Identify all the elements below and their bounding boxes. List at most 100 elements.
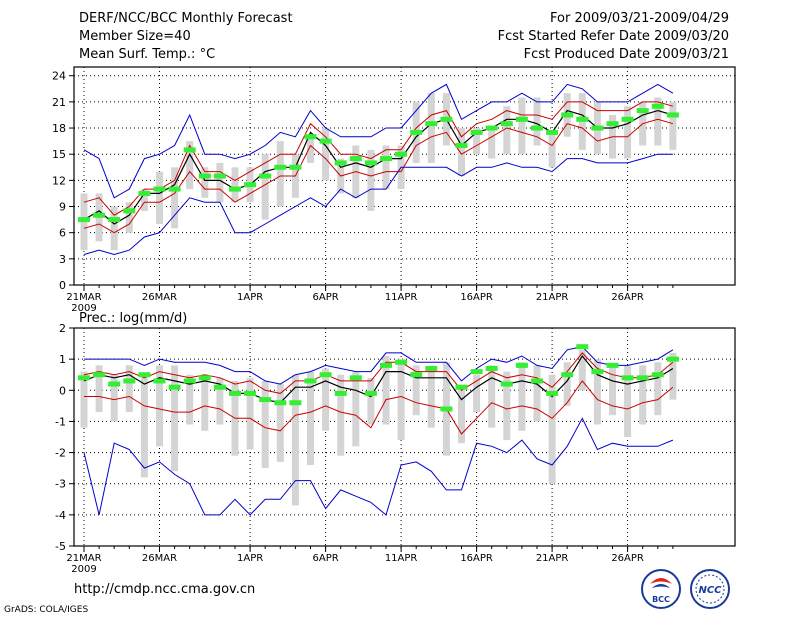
- observed-value-mark: [108, 381, 121, 387]
- observed-value-mark: [531, 378, 543, 384]
- y-tick-label: 9: [59, 201, 66, 214]
- observed-value-mark: [561, 372, 574, 378]
- observed-value-mark: [213, 384, 226, 390]
- ensemble-spread-box: [201, 167, 209, 198]
- observed-value-mark: [515, 116, 528, 122]
- ensemble-spread-box: [427, 368, 435, 428]
- x-tick-label: 26APR: [611, 553, 644, 564]
- observed-value-mark: [259, 173, 272, 179]
- variable-label: Mean Surf. Temp.: °C: [79, 47, 216, 62]
- observed-value-mark: [138, 190, 151, 196]
- y-tick-label: -5: [55, 540, 66, 553]
- observed-value-mark: [349, 156, 362, 162]
- observed-value-mark: [93, 212, 106, 218]
- x-tick-label: 21APR: [536, 292, 569, 303]
- ensemble-spread-box: [171, 167, 179, 229]
- observed-value-mark: [78, 375, 90, 381]
- observed-value-mark: [546, 129, 559, 135]
- plot-frame: [73, 327, 736, 547]
- observed-value-mark: [395, 359, 408, 365]
- ensemble-spread-box: [171, 365, 179, 472]
- observed-value-mark: [606, 121, 619, 127]
- ensemble-spread-box: [654, 362, 662, 416]
- observed-value-mark: [651, 103, 664, 109]
- ensemble-spread-box: [337, 374, 345, 456]
- upper-spread-line: [83, 101, 674, 216]
- observed-value-mark: [425, 121, 438, 127]
- ensemble-spread-box: [458, 128, 465, 176]
- x-tick-label: 21MAR: [66, 553, 101, 564]
- year-label: 2009: [71, 564, 96, 575]
- observed-value-mark: [319, 372, 332, 378]
- ensemble-spread-box: [246, 377, 254, 450]
- observed-value-mark: [546, 390, 559, 396]
- ensemble-spread-box: [518, 362, 526, 431]
- ensemble-spread-box: [110, 206, 118, 251]
- observed-value-mark: [304, 378, 317, 384]
- plot-frame: [73, 66, 736, 286]
- forecast-produced-date: Fcst Produced Date 2009/03/21: [523, 47, 729, 62]
- ensemble-spread-box: [427, 93, 435, 163]
- observed-value-mark: [274, 400, 287, 406]
- ensemble-spread-box: [352, 371, 360, 447]
- observed-value-mark: [531, 125, 543, 131]
- ensemble-spread-box: [276, 141, 284, 207]
- forecast-period: For 2009/03/21-2009/04/29: [550, 11, 729, 26]
- x-tick-label: 21APR: [536, 553, 569, 564]
- y-tick-label: 0: [59, 384, 66, 397]
- ensemble-spread-box: [382, 356, 390, 425]
- bcc-logo-text: BCC: [652, 595, 670, 604]
- y-tick-label: 1: [59, 353, 66, 366]
- observed-value-mark: [334, 160, 347, 166]
- x-tick-label: 11APR: [385, 553, 418, 564]
- observed-value-mark: [168, 186, 181, 192]
- observed-value-mark: [621, 116, 634, 122]
- ensemble-spread-box: [533, 365, 541, 422]
- grads-credit: GrADS: COLA/IGES: [4, 605, 89, 615]
- observed-value-mark: [123, 208, 136, 214]
- observed-value-mark: [515, 362, 528, 368]
- observed-value-mark: [455, 384, 468, 390]
- lower-spread-line: [84, 380, 674, 435]
- observed-value-mark: [198, 375, 211, 381]
- observed-value-mark: [395, 151, 408, 157]
- x-tick-label: 11APR: [385, 292, 418, 303]
- ensemble-spread-box: [322, 128, 330, 181]
- observed-value-mark: [244, 390, 257, 396]
- observed-value-mark: [229, 186, 241, 192]
- x-tick-label: 16APR: [460, 292, 493, 303]
- ensemble-spread-box: [563, 362, 571, 406]
- observed-value-mark: [666, 112, 679, 118]
- x-tick-label: 26MAR: [142, 553, 177, 564]
- observed-value-mark: [229, 390, 241, 396]
- observed-value-mark: [621, 375, 634, 381]
- ensemble-spread-box: [261, 380, 269, 469]
- ensemble-spread-box: [276, 384, 284, 462]
- observed-value-mark: [138, 372, 151, 378]
- y-tick-label: 21: [52, 96, 66, 109]
- ncc-logo-text: NCC: [698, 585, 722, 596]
- y-tick-label: -4: [55, 509, 66, 522]
- ensemble-spread-box: [458, 387, 465, 444]
- observed-value-mark: [485, 365, 498, 371]
- observed-value-mark: [470, 129, 483, 135]
- ensemble-spread-box: [488, 365, 496, 428]
- ensemble-max-line: [84, 346, 674, 385]
- observed-value-mark: [289, 400, 302, 406]
- x-tick-label: 26MAR: [142, 292, 177, 303]
- y-tick-label: -2: [55, 447, 66, 460]
- observed-value-mark: [440, 116, 453, 122]
- ensemble-spread-box: [593, 359, 601, 425]
- member-size-label: Member Size=40: [79, 29, 191, 44]
- y-tick-label: 2: [59, 322, 66, 335]
- ensemble-spread-box: [216, 162, 224, 203]
- observed-value-mark: [93, 372, 106, 378]
- x-tick-label: 1APR: [237, 292, 263, 303]
- ensemble-spread-box: [518, 97, 526, 155]
- observed-value-mark: [198, 173, 211, 179]
- ensemble-spread-box: [503, 106, 511, 155]
- precipitation-panel: -5 -4 -3 -2 -1 0 1 2 21MAR 26MAR 1APR 6APR 11APR 16AP…: [55, 322, 736, 575]
- observed-value-mark: [485, 125, 498, 131]
- ensemble-spread-box: [488, 128, 496, 159]
